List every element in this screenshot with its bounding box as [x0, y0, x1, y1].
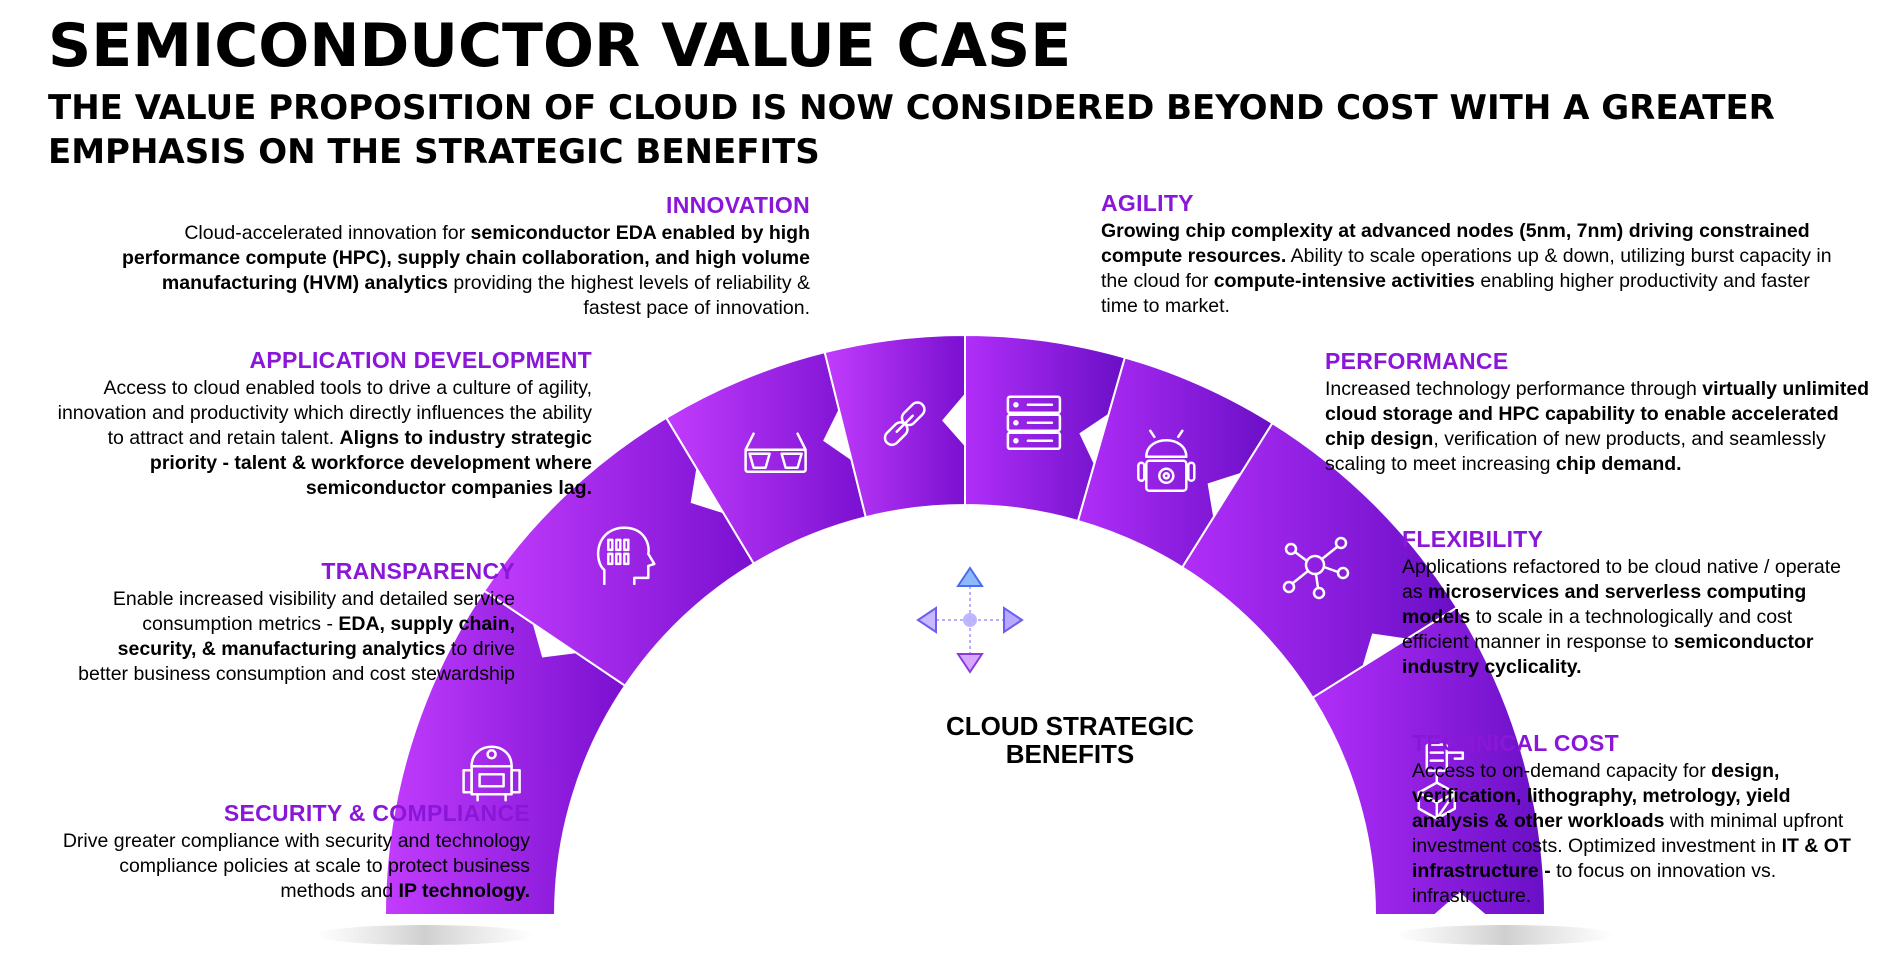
benefit-performance: PERFORMANCE Increased technology perform… [1325, 348, 1875, 477]
benefit-title: TECHNICAL COST [1412, 730, 1619, 756]
benefit-description: Enable increased visibility and detailed… [78, 588, 515, 685]
page-title: SEMICONDUCTOR VALUE CASE [48, 11, 1072, 81]
android-gear-icon [1137, 429, 1196, 493]
benefit-security-compliance: SECURITY & COMPLIANCE Drive greater comp… [52, 800, 530, 904]
four-direction-arrows-icon [916, 566, 1024, 674]
head-binary-icon [596, 526, 656, 586]
ring-segment-technical-cost [1311, 606, 1547, 916]
server-rack-icon [1006, 395, 1062, 451]
ring-segment-application-development [664, 350, 868, 565]
vr-glasses-icon [744, 432, 807, 473]
page-subtitle: THE VALUE PROPOSITION OF CLOUD IS NOW CO… [48, 88, 1775, 172]
ring-shadow [1395, 925, 1615, 945]
benefit-application-development: APPLICATION DEVELOPMENT Access to cloud … [52, 347, 592, 501]
benefit-technical-cost: TECHNICAL COST Access to on-demand capac… [1412, 730, 1872, 909]
benefit-description: Growing chip complexity at advanced node… [1101, 220, 1832, 317]
benefit-flexibility: FLEXIBILITY Applications refactored to b… [1402, 526, 1862, 680]
benefit-title: TRANSPARENCY [321, 558, 515, 584]
ring-segment-transparency [482, 416, 756, 688]
center-label-line1: CLOUD STRATEGIC [946, 711, 1194, 741]
benefit-title: SECURITY & COMPLIANCE [223, 800, 530, 826]
benefit-description: Cloud-accelerated innovation for semicon… [121, 222, 810, 319]
ring-segment-performance [1076, 356, 1274, 569]
benefit-title: APPLICATION DEVELOPMENT [249, 347, 592, 373]
ring-shadow [315, 925, 535, 945]
benefit-description: Increased technology performance through… [1325, 378, 1870, 475]
benefit-title: AGILITY [1101, 190, 1194, 216]
benefit-description: Access to cloud enabled tools to drive a… [57, 377, 592, 499]
benefit-transparency: TRANSPARENCY Enable increased visibility… [70, 558, 515, 687]
center-label-line2: BENEFITS [1005, 739, 1135, 769]
ring-segment-agility [964, 333, 1127, 523]
benefit-title: INNOVATION [666, 192, 810, 218]
ring-segment-flexibility [1180, 421, 1459, 700]
robotic-arm-cube-icon [1417, 743, 1465, 820]
network-hub-icon [1282, 536, 1350, 600]
benefit-agility: AGILITY Growing chip complexity at advan… [1101, 190, 1851, 319]
benefit-innovation: INNOVATION Cloud-accelerated innovation … [120, 192, 810, 321]
benefit-title: FLEXIBILITY [1402, 526, 1544, 552]
link-icon [883, 401, 926, 447]
benefit-title: PERFORMANCE [1325, 348, 1509, 374]
center-label: CLOUD STRATEGIC BENEFITS [790, 712, 1350, 768]
benefit-description: Drive greater compliance with security a… [62, 830, 530, 902]
benefit-description: Applications refactored to be cloud nati… [1402, 556, 1842, 678]
benefit-description: Access to on-demand capacity for design,… [1412, 760, 1851, 907]
robot-droid-icon [462, 745, 521, 802]
